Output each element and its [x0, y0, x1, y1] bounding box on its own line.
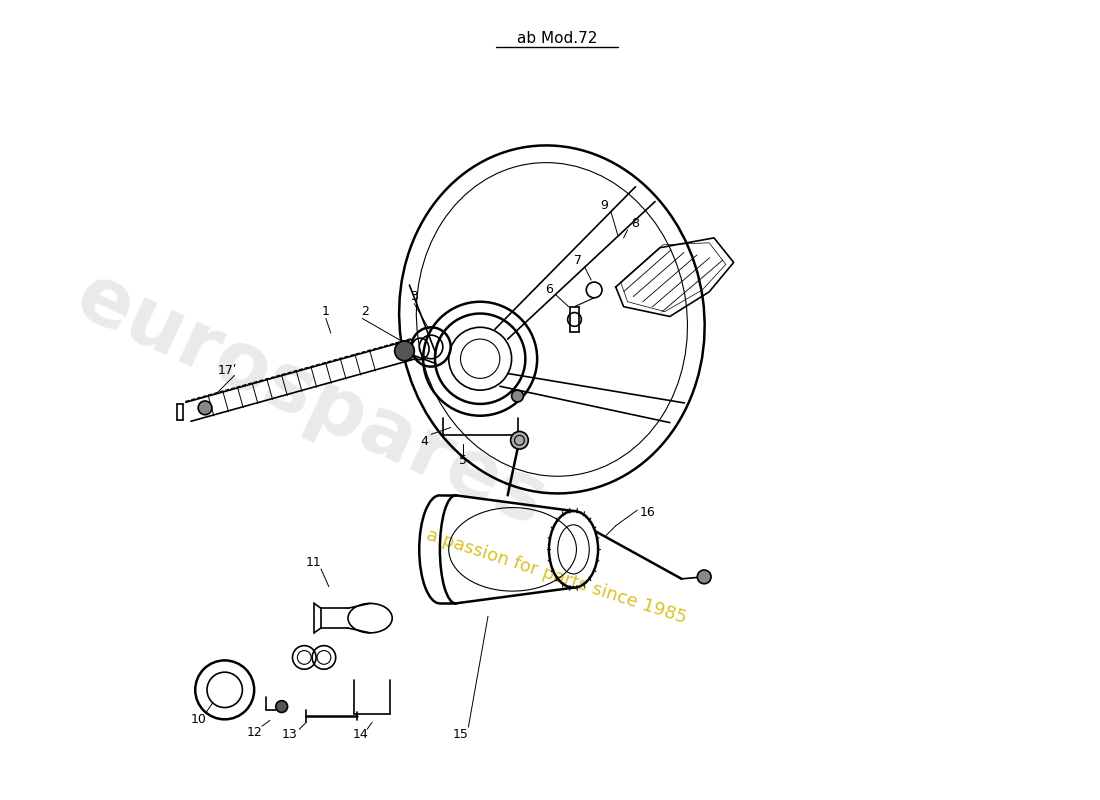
Circle shape — [512, 390, 524, 402]
Text: a passion for parts since 1985: a passion for parts since 1985 — [425, 526, 690, 627]
Text: 1: 1 — [322, 305, 330, 318]
Text: 14: 14 — [352, 727, 368, 741]
Text: 3: 3 — [410, 290, 418, 303]
Text: 17ʹ: 17ʹ — [218, 364, 238, 377]
Circle shape — [510, 431, 528, 449]
Text: eurospares: eurospares — [64, 257, 559, 543]
Text: ab Mod.72: ab Mod.72 — [517, 31, 597, 46]
Text: 15: 15 — [452, 727, 469, 741]
Text: 9: 9 — [600, 199, 608, 212]
Circle shape — [697, 570, 711, 584]
Text: 10: 10 — [190, 713, 206, 726]
Text: 12: 12 — [246, 726, 262, 738]
Circle shape — [198, 401, 212, 414]
Text: 16: 16 — [639, 506, 656, 519]
Circle shape — [276, 701, 287, 713]
Text: 6: 6 — [544, 283, 553, 297]
Text: 2: 2 — [361, 305, 370, 318]
Text: 11: 11 — [306, 556, 321, 569]
Text: 13: 13 — [282, 727, 297, 741]
Text: 5: 5 — [460, 454, 467, 467]
Text: 8: 8 — [631, 217, 639, 230]
Circle shape — [395, 341, 415, 361]
Text: 4: 4 — [420, 434, 428, 448]
Text: 7: 7 — [574, 254, 582, 267]
